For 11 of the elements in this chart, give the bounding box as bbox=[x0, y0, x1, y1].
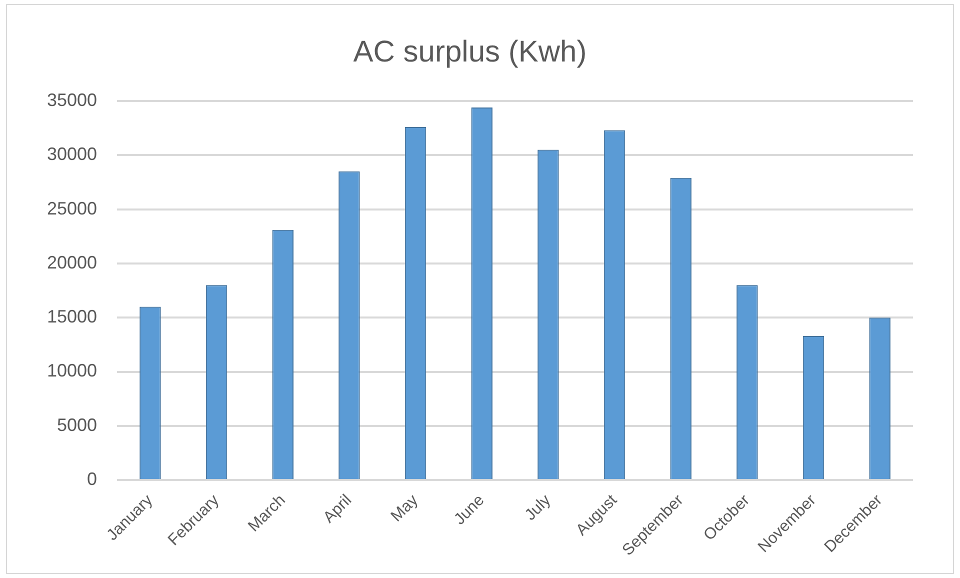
y-tick-label: 0 bbox=[87, 469, 98, 490]
x-tick-label: July bbox=[522, 492, 554, 524]
y-tick-label: 30000 bbox=[46, 144, 98, 164]
y-tick-label: 15000 bbox=[46, 306, 98, 327]
y-tick-label: 5000 bbox=[57, 414, 98, 435]
y-tick-label: 25000 bbox=[46, 198, 98, 218]
x-tick-label: May bbox=[388, 492, 422, 526]
y-tick-label: 20000 bbox=[46, 252, 98, 272]
y-tick-label: 35000 bbox=[46, 90, 98, 110]
y-tick-label: 10000 bbox=[46, 360, 98, 381]
chart-title: AC surplus (Kwh) bbox=[353, 35, 587, 68]
